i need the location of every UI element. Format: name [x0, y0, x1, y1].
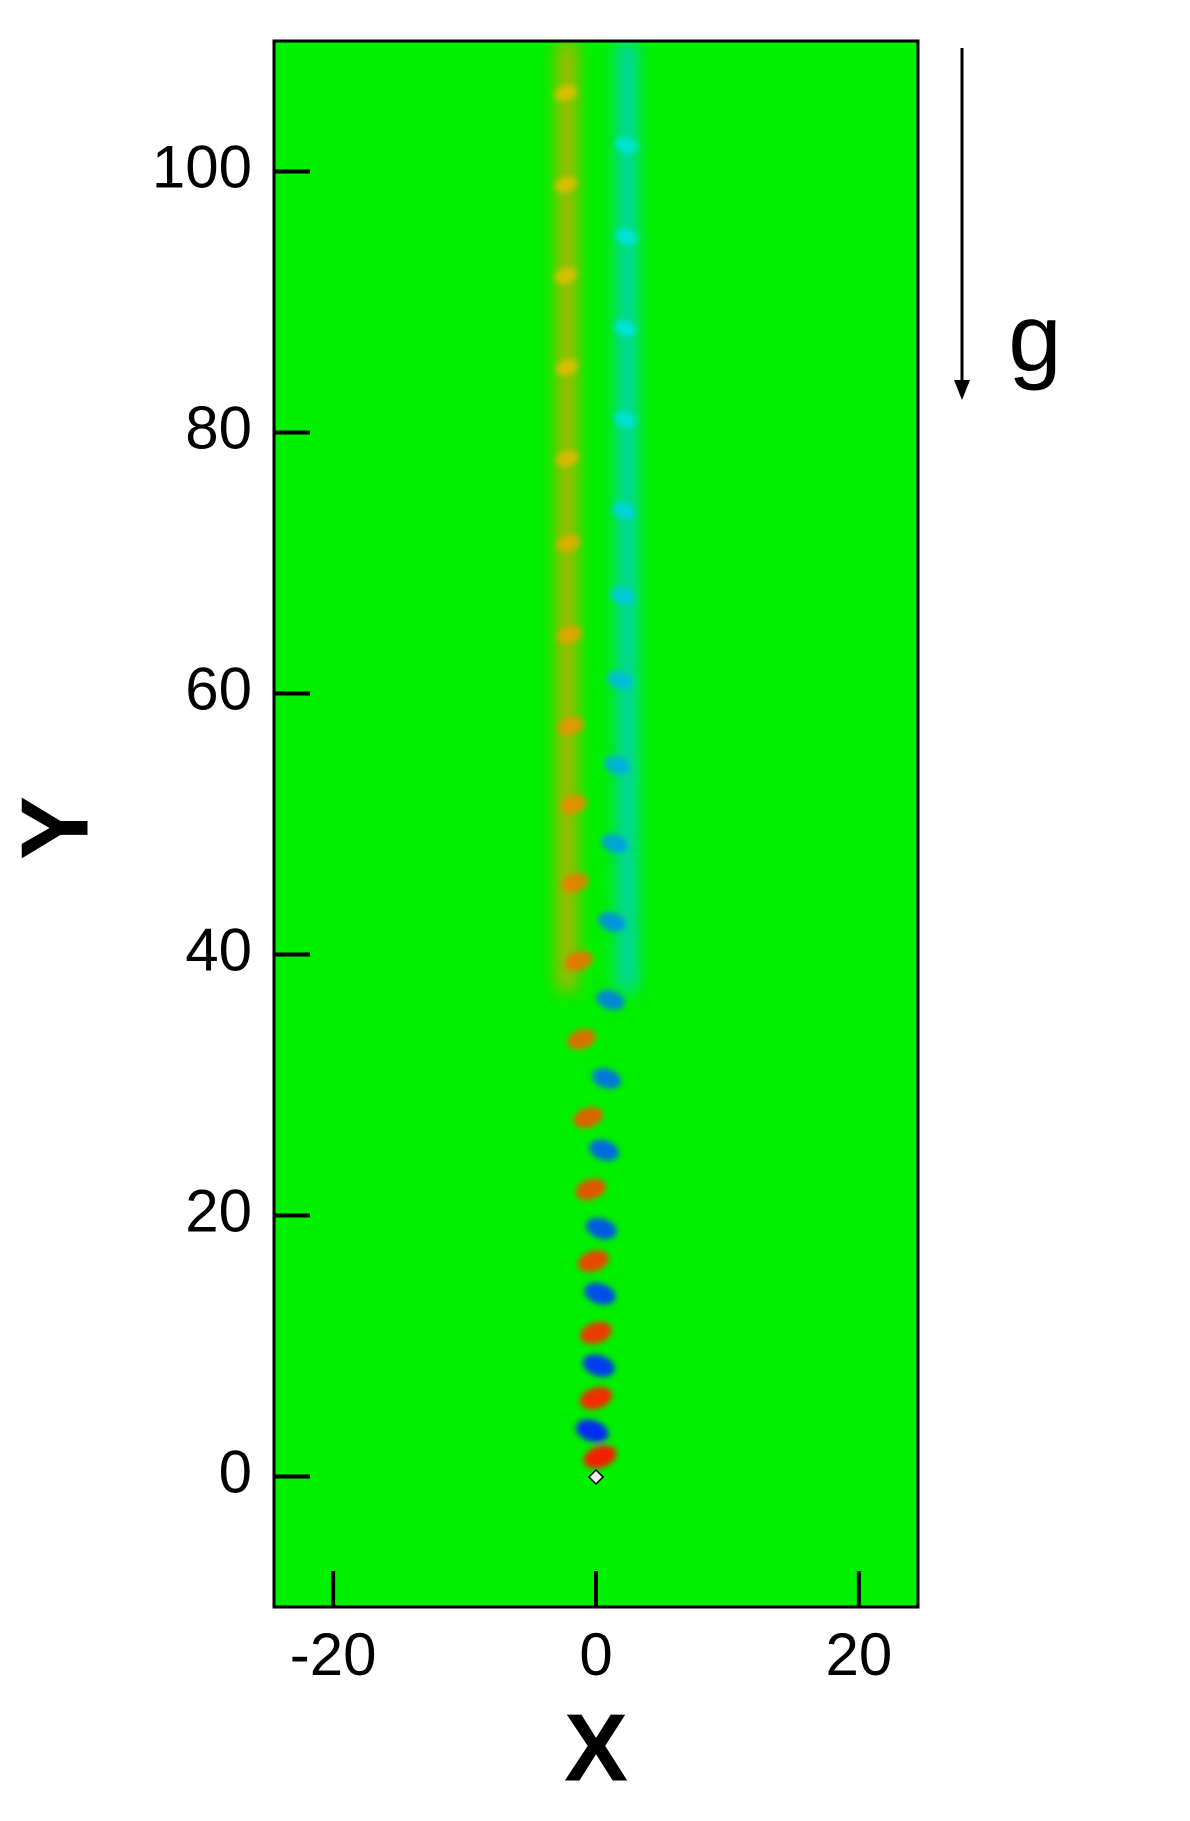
vortex — [554, 267, 577, 285]
vortex — [603, 755, 631, 775]
vortex — [584, 1282, 616, 1305]
vortex — [558, 716, 584, 736]
vortex — [560, 794, 587, 814]
vortex — [613, 411, 637, 428]
vortex — [596, 990, 625, 1011]
vortex — [582, 1354, 615, 1377]
x-tick-label: -20 — [290, 1621, 377, 1688]
ticks: 0 20 40 60 80 100 -20 0 20 — [152, 133, 892, 1688]
vortex — [567, 1029, 596, 1050]
vortex — [556, 534, 581, 553]
vortex — [613, 319, 637, 337]
body — [587, 1468, 605, 1486]
vortex — [615, 137, 638, 154]
x-tick-label: 20 — [825, 1621, 892, 1688]
vortex — [573, 1107, 603, 1129]
y-tick-label: 100 — [152, 133, 252, 200]
y-tick-label: 0 — [219, 1438, 252, 1505]
y-tick-label: 40 — [185, 916, 252, 983]
gravity-arrowhead — [954, 380, 970, 400]
vortex — [585, 1217, 617, 1240]
vortex — [591, 1068, 622, 1089]
vortex — [607, 671, 633, 690]
vortex — [610, 586, 635, 605]
vortex — [579, 1386, 613, 1410]
y-tick-label: 20 — [185, 1177, 252, 1244]
gravity-label: g — [1008, 284, 1061, 391]
x-axis-label: X — [564, 1694, 628, 1801]
vortex — [561, 873, 589, 893]
vortex — [575, 1419, 609, 1443]
vortex — [583, 1445, 617, 1469]
y-axis-label: Y — [1, 796, 108, 860]
vortex — [611, 502, 636, 520]
plot-area — [274, 41, 918, 1607]
vortex — [554, 85, 577, 102]
vortex — [615, 228, 638, 245]
vortices — [554, 85, 638, 1469]
y-tick-label: 60 — [185, 655, 252, 722]
vortex — [555, 450, 579, 467]
vortex — [557, 625, 583, 644]
vortex — [597, 912, 626, 932]
vortex — [555, 359, 579, 376]
y-tick-label: 80 — [185, 394, 252, 461]
plot-background — [274, 41, 918, 1607]
x-tick-label: 0 — [579, 1621, 612, 1688]
vortex — [600, 834, 628, 854]
vortex — [577, 1250, 609, 1273]
vortex — [588, 1139, 619, 1161]
vortex — [554, 176, 577, 193]
vortex — [564, 951, 593, 971]
vortex — [580, 1321, 612, 1344]
vortex — [575, 1178, 606, 1201]
